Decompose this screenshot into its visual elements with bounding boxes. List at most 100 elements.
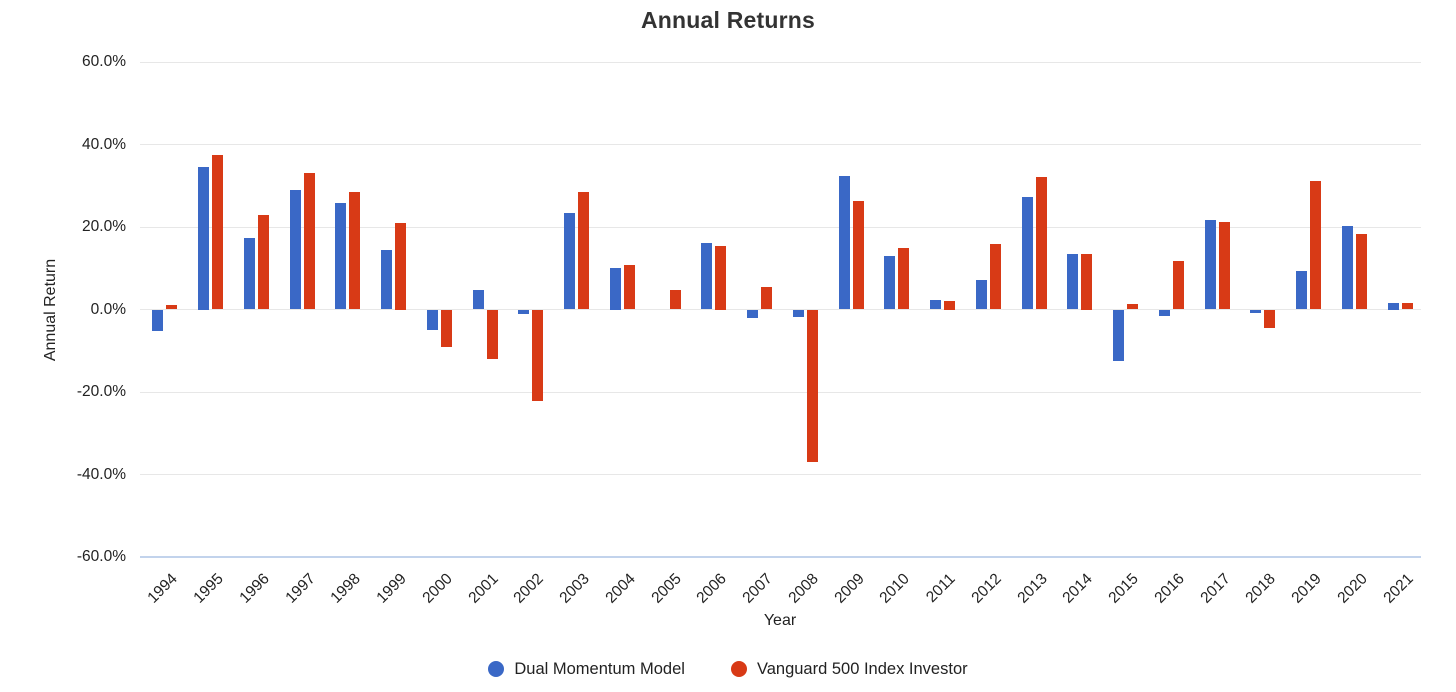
- x-tick-label-1999: 1999: [373, 570, 410, 607]
- x-tick-label-1996: 1996: [236, 570, 273, 607]
- x-tick-label-2009: 2009: [831, 570, 868, 607]
- bar-vanguard-500-2006: [715, 245, 727, 310]
- bar-dual-momentum-2000: [426, 309, 438, 330]
- legend-swatch-icon: [488, 661, 505, 677]
- bar-vanguard-500-2011: [944, 301, 956, 310]
- bar-dual-momentum-1997: [289, 190, 301, 310]
- bar-dual-momentum-2018: [1250, 309, 1262, 313]
- bar-dual-momentum-1994: [152, 309, 164, 332]
- bar-vanguard-500-2009: [852, 200, 864, 310]
- bar-vanguard-500-1994: [166, 304, 178, 310]
- legend-label: Vanguard 500 Index Investor: [756, 659, 968, 678]
- x-tick-label-2018: 2018: [1242, 570, 1280, 607]
- y-tick-label: -60.0%: [76, 548, 126, 565]
- y-tick-label: 20.0%: [82, 218, 126, 235]
- bar-dual-momentum-2012: [975, 279, 987, 310]
- bar-vanguard-500-2016: [1172, 260, 1184, 310]
- bar-dual-momentum-2004: [609, 268, 621, 310]
- bar-vanguard-500-2017: [1218, 221, 1230, 310]
- bar-dual-momentum-2017: [1204, 219, 1216, 310]
- bar-vanguard-500-2015: [1127, 304, 1139, 310]
- x-tick-label-2013: 2013: [1014, 570, 1051, 607]
- x-axis-baseline: [140, 556, 1421, 558]
- bar-vanguard-500-1995: [212, 155, 224, 310]
- bar-vanguard-500-2002: [532, 309, 544, 402]
- bar-dual-momentum-1999: [381, 250, 393, 310]
- bar-dual-momentum-2014: [1067, 254, 1079, 310]
- x-axis-title: Year: [763, 612, 797, 629]
- x-tick-label-2007: 2007: [739, 570, 776, 607]
- x-tick-label-2002: 2002: [510, 570, 548, 607]
- bar-vanguard-500-2008: [806, 309, 818, 463]
- bar-dual-momentum-2019: [1296, 270, 1308, 310]
- bar-vanguard-500-1998: [349, 191, 361, 310]
- bar-dual-momentum-1998: [335, 203, 347, 310]
- bar-vanguard-500-2013: [1035, 176, 1047, 310]
- legend: Dual Momentum Model Vanguard 500 Index In…: [0, 653, 1456, 685]
- x-tick-label-2008: 2008: [785, 570, 822, 607]
- x-tick-label-2020: 2020: [1334, 570, 1371, 607]
- gridline: [140, 226, 1421, 228]
- legend-swatch-icon: [730, 661, 747, 677]
- bar-dual-momentum-2003: [564, 212, 576, 310]
- legend-item-dual-momentum: Dual Momentum Model: [488, 660, 685, 679]
- bar-dual-momentum-1995: [198, 167, 210, 310]
- y-tick-label: 40.0%: [82, 135, 126, 153]
- bar-dual-momentum-2010: [884, 256, 896, 310]
- bar-vanguard-500-2003: [578, 192, 590, 310]
- bar-vanguard-500-2010: [898, 248, 910, 310]
- legend-item-vanguard-500: Vanguard 500 Index Investor: [730, 659, 968, 679]
- bar-dual-momentum-2013: [1021, 197, 1033, 310]
- bar-dual-momentum-2006: [701, 243, 713, 310]
- gridline: [140, 144, 1421, 145]
- x-tick-label-1994: 1994: [144, 570, 182, 607]
- gridline: [140, 61, 1421, 63]
- x-tick-label-2010: 2010: [876, 570, 914, 607]
- gridline: [140, 474, 1421, 475]
- bar-dual-momentum-2007: [747, 309, 759, 318]
- y-tick-label: 0.0%: [90, 300, 126, 318]
- bar-vanguard-500-1996: [257, 215, 269, 310]
- bar-vanguard-500-2000: [440, 309, 452, 347]
- x-tick-label-1998: 1998: [327, 570, 365, 607]
- x-tick-label-2005: 2005: [648, 570, 685, 607]
- x-tick-label-1995: 1995: [190, 570, 227, 607]
- bar-dual-momentum-2001: [472, 289, 484, 310]
- x-tick-label-2019: 2019: [1288, 570, 1325, 607]
- legend-label: Dual Momentum Model: [514, 659, 685, 678]
- chart-title: Annual Returns: [640, 7, 816, 33]
- x-tick-label-2003: 2003: [556, 570, 593, 607]
- bar-vanguard-500-1997: [303, 172, 315, 310]
- y-tick-label: -40.0%: [76, 465, 126, 483]
- bar-vanguard-500-2001: [486, 309, 498, 359]
- x-tick-label-2012: 2012: [968, 570, 1005, 607]
- bar-vanguard-500-2020: [1355, 234, 1367, 310]
- x-tick-label-2015: 2015: [1105, 570, 1142, 607]
- y-tick-label: 60.0%: [82, 53, 126, 70]
- bar-dual-momentum-2002: [518, 309, 530, 315]
- bar-vanguard-500-2005: [669, 289, 681, 310]
- x-tick-label-2000: 2000: [419, 570, 456, 607]
- x-tick-label-2021: 2021: [1380, 570, 1417, 607]
- gridline: [140, 309, 1421, 310]
- x-tick-label-2011: 2011: [923, 570, 959, 606]
- y-tick-label: -20.0%: [76, 383, 126, 400]
- bar-vanguard-500-2007: [761, 287, 773, 310]
- x-tick-label-2001: 2001: [465, 570, 502, 607]
- bar-vanguard-500-2021: [1401, 302, 1413, 310]
- bar-dual-momentum-2009: [838, 175, 850, 310]
- bar-vanguard-500-1999: [395, 222, 407, 310]
- bar-vanguard-500-2012: [989, 244, 1001, 310]
- y-axis-title: Annual Return: [42, 258, 59, 362]
- x-tick-label-2006: 2006: [693, 570, 731, 607]
- x-tick-label-2014: 2014: [1059, 570, 1097, 607]
- x-tick-label-2004: 2004: [602, 570, 639, 607]
- bar-vanguard-500-2004: [623, 265, 635, 310]
- bar-dual-momentum-2020: [1341, 226, 1353, 310]
- bar-dual-momentum-2016: [1158, 309, 1170, 316]
- bar-vanguard-500-2018: [1264, 309, 1276, 329]
- x-tick-label-2017: 2017: [1197, 570, 1234, 607]
- bar-dual-momentum-1996: [243, 237, 255, 310]
- x-tick-label-2016: 2016: [1151, 570, 1188, 607]
